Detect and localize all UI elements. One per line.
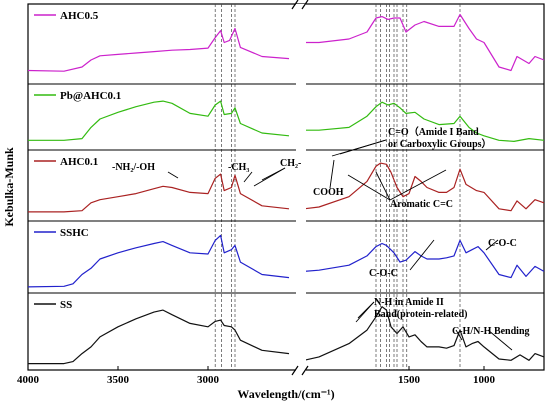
series-line-ahc0-5-right [304, 13, 545, 72]
series-line-ahc0-1-right [303, 162, 545, 212]
annotation-band-protein: Band(protein-related) [374, 309, 468, 320]
annotation-ch3: -CH₃ [228, 162, 249, 173]
series-line-sshc-left [27, 234, 290, 288]
legend-label: Pb@AHC0.1 [60, 90, 121, 102]
series-line-sshc-right [303, 239, 545, 279]
annotation-co-amide-2: or Carboxylic Groups） [388, 137, 492, 150]
series-line-pb-ahc0-1-right [304, 101, 545, 142]
x-axis-ticks: 4000 3500 3000 1500 1000 [17, 366, 496, 386]
series-line-ss-right [303, 306, 545, 361]
annotations: -NH₂/-OH -CH₃ CH₂- C=O（Amide I Band or C… [112, 125, 530, 337]
x-tick-label: 3500 [107, 374, 130, 386]
x-tick-label: 4000 [17, 374, 40, 386]
annotation-coc-1: C-O-C [369, 268, 398, 279]
y-axis-label: Kebulka-Munk [2, 147, 16, 227]
annotation-nh2-oh: -NH₂/-OH [112, 162, 155, 173]
annotation-cooh: COOH [313, 187, 344, 198]
panel-labels: AHC0.5 Pb@AHC0.1 AHC0.1 SSHC SS [34, 10, 121, 311]
reference-lines [214, 4, 461, 370]
annotation-co-amide-1: C=O（Amide I Band [388, 125, 479, 138]
annotation-aromatic: Aromatic C=C [390, 199, 453, 210]
x-tick-label: 3000 [197, 374, 220, 386]
series-line-ahc0-1-left [28, 173, 290, 213]
series-line-ss-left [28, 309, 290, 365]
series-line-pb-ahc0-1-left [28, 100, 290, 141]
axis-break-mark-bottom [291, 365, 309, 376]
series-line-ahc0-5-left [27, 27, 290, 72]
x-tick-label: 1000 [473, 374, 496, 386]
x-tick-label: 1500 [398, 374, 421, 386]
annotation-coc-2: C-O-C [488, 238, 517, 249]
axis-break-mark-top [291, 0, 309, 10]
annotation-nh-amide2: N-H in Amide II [374, 297, 444, 308]
legend-label: SSHC [60, 227, 89, 239]
legend-label: AHC0.1 [60, 156, 98, 168]
panels [28, 83, 544, 294]
annotation-ch-nh-bending: C-H/N-H Bending [452, 326, 530, 337]
legend-label: SS [60, 299, 72, 311]
annotation-leaders [167, 139, 513, 351]
legend-label: AHC0.5 [60, 10, 99, 22]
spectra-curves [27, 13, 545, 365]
plot-frame [27, 3, 545, 371]
annotation-ch2: CH₂- [280, 158, 301, 169]
axis-break-gap [296, 4, 306, 371]
x-axis-label: Wavelength/(cm⁻¹) [237, 387, 334, 401]
